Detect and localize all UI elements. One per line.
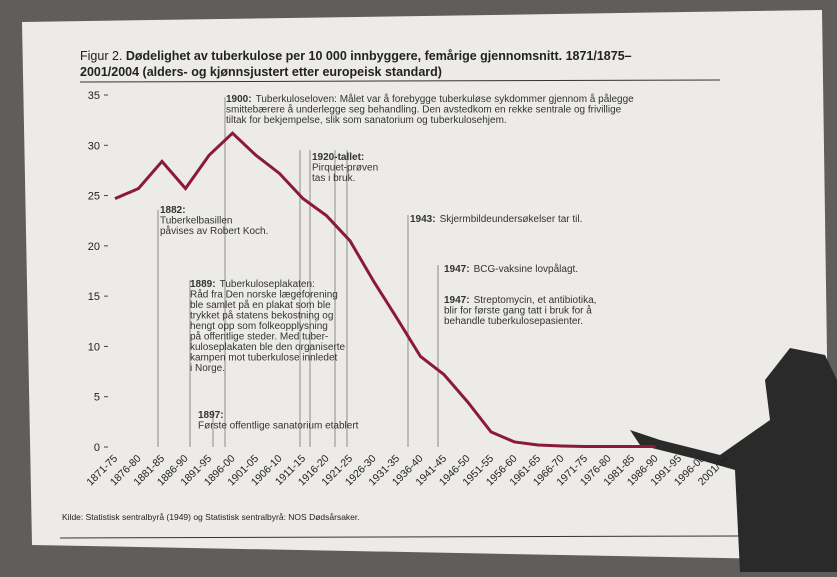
y-tick-label: 20 bbox=[88, 241, 100, 253]
source: Kilde: Statistisk sentralbyrå (1949) og … bbox=[62, 512, 360, 522]
title-line: Dødelighet av tuberkulose per 10 000 inn… bbox=[126, 49, 632, 63]
y-tick-label: 0 bbox=[94, 442, 100, 454]
annotation-line: Pirquet-prøven bbox=[312, 163, 378, 174]
y-tick-label: 30 bbox=[88, 140, 100, 152]
annotation: 1947: BCG-vaksine lovpålagt. bbox=[444, 263, 578, 275]
y-tick-label: 15 bbox=[88, 291, 100, 303]
title-line: 2001/2004 (alders- og kjønnsjustert ette… bbox=[80, 65, 442, 79]
y-tick-label: 5 bbox=[94, 392, 100, 404]
annotation-line: hengt opp som folkeopplysning bbox=[190, 321, 328, 332]
annotation-line: påvises av Robert Koch. bbox=[160, 225, 268, 237]
annotation-line: BCG-vaksine lovpålagt. bbox=[474, 263, 579, 275]
annotation-head: 1900: bbox=[226, 94, 252, 105]
annotation-line: Tuberkuloseloven: Målet var å forebygge … bbox=[256, 93, 635, 105]
chart: Figur 2. Dødelighet av tuberkulose per 1… bbox=[0, 0, 837, 572]
annotation-line: blir for første gang tatt i bruk for å bbox=[444, 305, 592, 317]
annotation-line: Skjermbildeundersøkelser tar til. bbox=[440, 214, 583, 225]
annotation-line: Tuberkelbasillen bbox=[160, 216, 232, 227]
annotation: 1947: Streptomycin, et antibiotika,blir f… bbox=[444, 295, 596, 327]
annotation-line: smittebærere å underlegge seg behandling… bbox=[226, 104, 622, 116]
annotation-line: tas i bruk. bbox=[312, 173, 355, 184]
annotation-head: 1947: bbox=[444, 264, 470, 275]
annotation-head: 1897: bbox=[198, 410, 224, 421]
title-prefix: Figur 2. bbox=[80, 49, 122, 63]
annotation-line: kampen mot tuberkulose innledet bbox=[190, 353, 338, 364]
annotation-line: ble samlet på en plakat som ble bbox=[190, 299, 331, 311]
annotation: 1889: Tuberkuloseplakaten:Råd fra Den nor… bbox=[190, 279, 346, 374]
annotation-line: Streptomycin, et antibiotika, bbox=[474, 295, 597, 306]
y-tick-label: 35 bbox=[88, 90, 100, 102]
annotation-line: behandle tuberkulosepasienter. bbox=[444, 316, 583, 327]
page: {"chart_data": {"type": "line", "title_p… bbox=[0, 0, 837, 572]
annotation-line: tiltak for bekjempelse, slik som sanator… bbox=[226, 115, 507, 126]
chart-title: Figur 2. Dødelighet av tuberkulose per 1… bbox=[80, 49, 632, 63]
annotation-head: 1947: bbox=[444, 295, 470, 306]
annotation-line: Tuberkuloseplakaten: bbox=[220, 279, 315, 290]
annotation-line: kuloseplakaten ble den organiserte bbox=[190, 342, 346, 353]
annotation-line: Første offentlige sanatorium etablert bbox=[198, 421, 359, 432]
annotation-line: Råd fra Den norske lægeforening bbox=[190, 289, 338, 301]
annotation-head: 1889: bbox=[190, 279, 216, 290]
annotation-head: 1943: bbox=[410, 214, 436, 225]
annotation-head: 1882: bbox=[160, 205, 186, 216]
y-tick-label: 10 bbox=[88, 341, 100, 353]
annotation-line: i Norge. bbox=[190, 363, 225, 374]
annotation-head: 1920-tallet: bbox=[312, 152, 364, 163]
annotation-line: på offentlige steder. Med tuber- bbox=[190, 331, 328, 343]
annotation-line: trykket på statens bekostning og bbox=[190, 310, 333, 322]
y-tick-label: 25 bbox=[88, 191, 100, 203]
